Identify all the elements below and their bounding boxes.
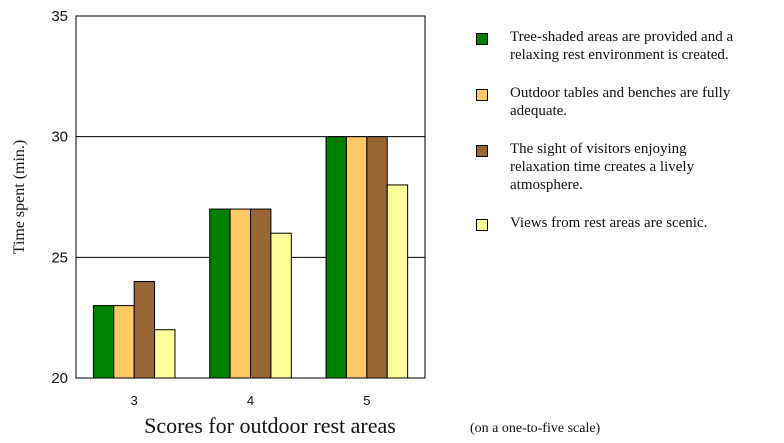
x-axis-label: Scores for outdoor rest areas — [144, 413, 396, 438]
legend-item: Outdoor tables and benches are fully adeq… — [476, 84, 781, 120]
bar-3-series-3 — [133, 280, 156, 379]
bar-5-series-2 — [345, 136, 368, 379]
legend-item: The sight of visitors enjoying relaxation… — [476, 140, 781, 194]
bar-5-series-1 — [325, 136, 347, 379]
legend: Tree-shaded areas are provided and a rela… — [476, 28, 781, 232]
bars — [92, 136, 409, 379]
y-tick-labels: 20 25 30 35 — [51, 8, 68, 387]
legend-item: Tree-shaded areas are provided and a rela… — [476, 28, 781, 64]
bar-4-series-3 — [250, 208, 272, 379]
legend-label-line: atmosphere. — [510, 177, 583, 193]
legend-label-line: adequate. — [510, 103, 568, 119]
legend-label-line: Tree-shaded areas are provided and a — [510, 29, 734, 45]
legend-label-line: relaxation time creates a lively — [510, 159, 695, 175]
x-tick-label: 5 — [363, 393, 370, 408]
bar-4-series-1 — [209, 208, 231, 379]
bar-3-series-1 — [92, 305, 115, 379]
bar-3-series-4 — [154, 329, 176, 379]
legend-swatch — [476, 219, 488, 231]
legend-swatch — [476, 145, 488, 157]
bar-chart: 20 25 30 35 3 4 5 Time spent (min.) Scores fo… — [11, 8, 426, 438]
y-tick-label: 30 — [51, 129, 68, 146]
bar-3-series-2 — [113, 305, 135, 379]
y-tick-label: 35 — [51, 8, 68, 25]
legend-item: Views from rest areas are scenic. — [476, 214, 781, 232]
bar-5-series-3 — [366, 136, 388, 379]
scale-note: (on a one-to-five scale) — [470, 421, 601, 436]
legend-swatch — [476, 33, 488, 45]
x-tick-label: 3 — [131, 393, 138, 408]
legend-label-line: Outdoor tables and benches are fully — [510, 85, 731, 101]
x-tick-labels: 3 4 5 — [131, 393, 371, 408]
bar-4-series-4 — [270, 232, 292, 379]
legend-label-line: relaxing rest environment is created. — [510, 47, 729, 63]
bar-4-series-2 — [229, 208, 252, 379]
y-axis-label: Time spent (min.) — [11, 140, 28, 255]
y-tick-label: 20 — [51, 370, 68, 387]
x-tick-label: 4 — [247, 393, 254, 408]
legend-label-line: Views from rest areas are scenic. — [510, 215, 708, 231]
y-tick-label: 25 — [51, 249, 68, 266]
legend-label-line: The sight of visitors enjoying — [510, 141, 687, 157]
legend-swatch — [476, 89, 488, 101]
bar-5-series-4 — [386, 184, 409, 379]
